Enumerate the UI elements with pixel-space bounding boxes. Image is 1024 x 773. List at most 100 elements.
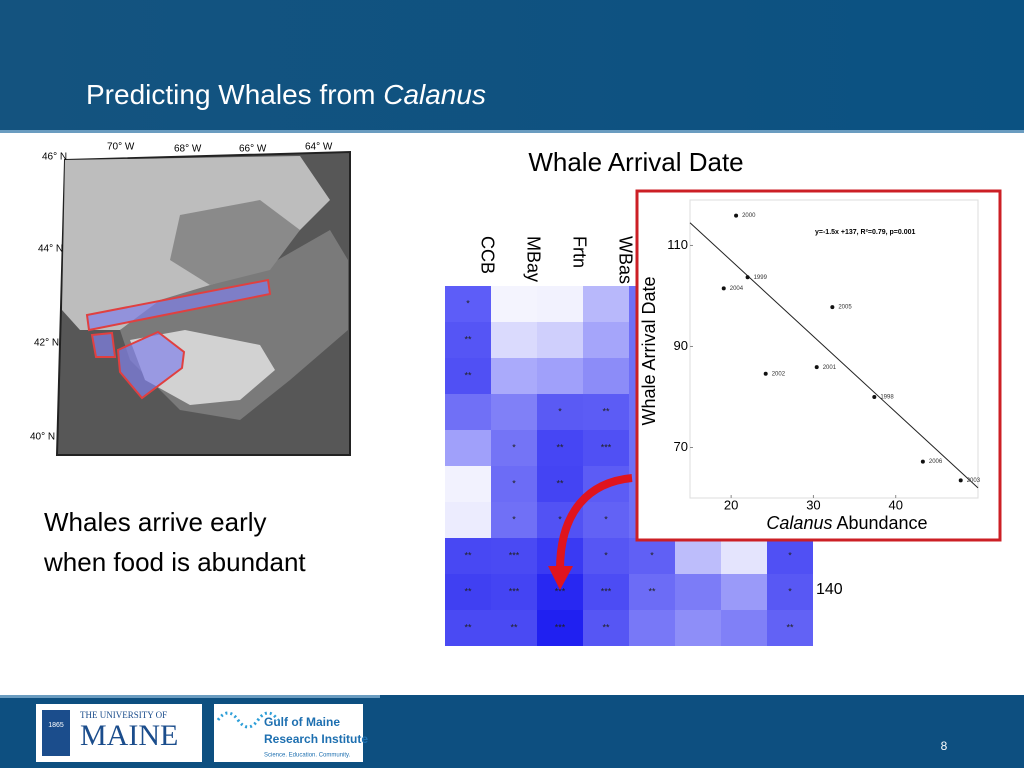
point-label: 2001	[823, 365, 837, 371]
logo-year: 1865	[48, 722, 64, 729]
heatmap-cell	[583, 286, 629, 322]
point-label: 1999	[754, 275, 768, 281]
point-label: 2003	[967, 478, 981, 484]
significance-mark: *	[788, 550, 792, 560]
row-label: 140	[816, 581, 843, 598]
significance-mark: *	[604, 550, 608, 560]
significance-mark: *	[604, 514, 608, 524]
heatmap-cell	[537, 394, 583, 430]
heatmap-cell	[445, 538, 491, 574]
logo-text: MAINE	[80, 719, 178, 752]
heatmap-cell	[629, 538, 675, 574]
heatmap-cell	[537, 322, 583, 358]
inset-chart: 20 30 40 70 90 110 2000 1999 2004 2005 2002 2001 199…	[667, 213, 980, 512]
header-rule	[0, 130, 1024, 133]
x-tick-label: 20	[724, 497, 738, 512]
heatmap-cell	[721, 538, 767, 574]
point-label: 2004	[730, 286, 744, 292]
data-point	[814, 365, 819, 370]
footer-rule	[0, 695, 380, 698]
header-band	[0, 0, 1024, 130]
heatmap-cell	[491, 358, 537, 394]
logo-text: Research Institute	[264, 732, 368, 746]
heatmap-cell	[583, 538, 629, 574]
lat-label: 46° N	[42, 152, 67, 163]
significance-mark: **	[464, 622, 472, 632]
significance-mark: *	[466, 298, 470, 308]
point-label: 2006	[929, 459, 943, 465]
data-point	[920, 459, 925, 464]
heatmap-cell	[537, 466, 583, 502]
heatmap-cell	[491, 286, 537, 322]
significance-mark: **	[556, 442, 564, 452]
significance-mark: ***	[601, 586, 612, 596]
significance-mark: **	[464, 550, 472, 560]
lon-label: 68° W	[174, 144, 202, 155]
umaine-shield	[42, 710, 70, 756]
heatmap-cell	[537, 286, 583, 322]
logo-text: Gulf of Maine	[264, 715, 340, 729]
significance-mark: *	[650, 550, 654, 560]
heatmap-cell	[583, 610, 629, 646]
significance-mark: **	[464, 334, 472, 344]
heatmap-cell	[491, 538, 537, 574]
significance-mark: ***	[601, 442, 612, 452]
data-point	[734, 213, 739, 218]
significance-mark: **	[648, 586, 656, 596]
column-label: MBay	[523, 236, 543, 282]
x-label-italic: Calanus	[766, 513, 832, 533]
significance-mark: **	[602, 406, 610, 416]
heatmap-cell	[445, 430, 491, 466]
heatmap-cell	[491, 430, 537, 466]
heatmap-cell	[767, 538, 813, 574]
title-text: Predicting Whales from	[86, 79, 383, 110]
heatmap-cell	[583, 358, 629, 394]
y-tick-label: 90	[674, 338, 688, 353]
x-tick-label: 40	[888, 497, 902, 512]
significance-mark: *	[512, 478, 516, 488]
heatmap-cell	[445, 574, 491, 610]
heatmap-cell	[491, 322, 537, 358]
basin	[170, 200, 300, 285]
column-label: WBas	[615, 236, 635, 284]
y-tick-label: 70	[674, 439, 688, 454]
significance-mark: *	[558, 514, 562, 524]
heatmap-cell	[445, 394, 491, 430]
significance-mark: ***	[555, 586, 566, 596]
point-label: 1998	[880, 395, 894, 401]
significance-mark: **	[464, 370, 472, 380]
significance-mark: ***	[509, 550, 520, 560]
column-label: CCB	[477, 236, 497, 274]
heatmap-cell	[445, 322, 491, 358]
column-label: Frtn	[569, 236, 589, 268]
heatmap-cell	[629, 574, 675, 610]
point-label: 2002	[772, 371, 786, 377]
title-italic: Calanus	[383, 79, 486, 110]
slide-title: Predicting Whales from Calanus	[86, 79, 486, 110]
significance-mark: *	[558, 406, 562, 416]
x-axis-label: Calanus Abundance	[766, 513, 927, 533]
heatmap-cell	[491, 502, 537, 538]
heatmap-cell	[491, 574, 537, 610]
lon-label: 70° W	[107, 142, 135, 153]
significance-mark: **	[556, 478, 564, 488]
heatmap-cell	[583, 502, 629, 538]
inset-plot	[689, 199, 979, 499]
heatmap-cell	[445, 610, 491, 646]
significance-mark: *	[512, 514, 516, 524]
significance-mark: *	[512, 442, 516, 452]
data-point	[872, 394, 877, 399]
significance-mark: **	[786, 622, 794, 632]
heatmap-cell	[629, 610, 675, 646]
arrow	[556, 474, 633, 571]
heatmap-cell	[445, 466, 491, 502]
lat-label: 40° N	[30, 432, 55, 443]
data-point	[958, 478, 963, 483]
heatmap-cell	[675, 610, 721, 646]
significance-mark: ***	[555, 622, 566, 632]
statement-line: Whales arrive early	[44, 507, 267, 537]
heatmap-cell	[721, 610, 767, 646]
region-box	[90, 331, 117, 358]
significance-mark: **	[510, 622, 518, 632]
